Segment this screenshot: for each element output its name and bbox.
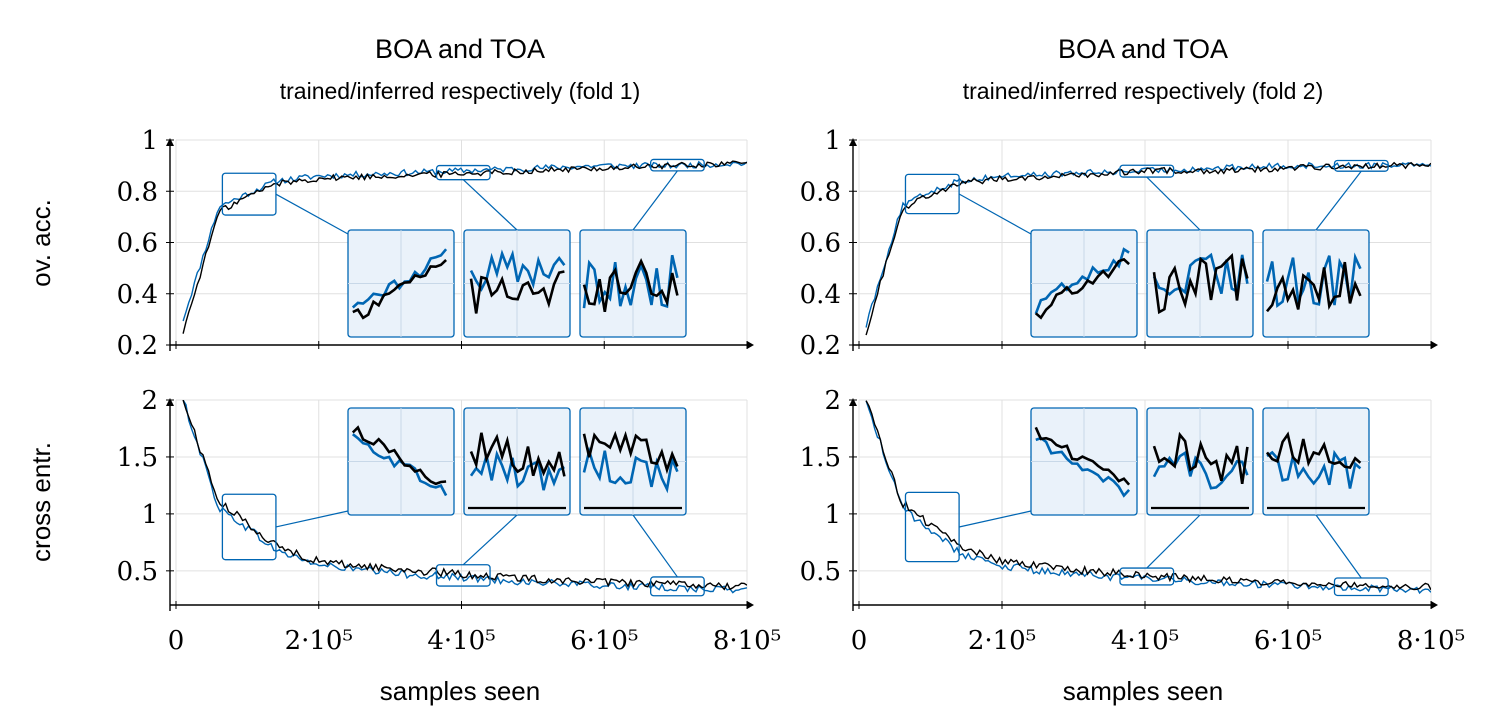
zoom-connector — [275, 510, 349, 528]
x-tick-label: 6·10⁵ — [570, 626, 638, 656]
zoom-connector — [1315, 514, 1362, 579]
y-tick-label: 2 — [141, 386, 158, 416]
inset-series-line — [1266, 449, 1362, 489]
zoom-connector — [462, 514, 518, 566]
y-axis-arrow — [849, 398, 857, 406]
column-1-subtitle: trained/inferred respectively (fold 1) — [280, 78, 641, 104]
row-label-cross-entropy: cross entr. — [26, 442, 56, 562]
y-tick-label: 1 — [141, 126, 158, 156]
zoom-connector — [632, 170, 678, 231]
inset-series-line — [352, 259, 447, 320]
x-tick-label: 2·10⁵ — [968, 626, 1036, 656]
x-axis-label-col-2: samples seen — [1063, 676, 1223, 706]
inset-series-line — [351, 433, 448, 497]
y-tick-label: 0.8 — [800, 177, 841, 207]
zoom-connector — [1315, 170, 1362, 231]
y-tick-label: 0.6 — [117, 229, 158, 259]
y-tick-label: 1.5 — [800, 443, 841, 473]
zoom-box — [221, 172, 277, 216]
y-tick-label: 0.4 — [800, 280, 841, 310]
inset-series-line — [469, 432, 566, 477]
x-axis-arrow — [747, 341, 754, 349]
inset-series-line — [1034, 426, 1131, 486]
inset-series-line — [469, 270, 565, 314]
panel-fold2-cross-entropy: 0.5 1 1.5 2 0 2·10⁵ 4·10⁵ 6·10⁵ 8·10⁵ — [800, 386, 1466, 656]
x-tick-label: 0 — [168, 626, 185, 656]
inset-series-line — [351, 248, 448, 309]
inset-series-line — [582, 446, 679, 494]
zoom-box — [435, 564, 491, 587]
zoom-connector — [632, 514, 678, 578]
inset-series-line — [1035, 436, 1131, 498]
panel-fold1-accuracy: 0.2 0.4 0.6 0.8 1 — [117, 126, 754, 361]
series-line — [865, 400, 1431, 591]
x-tick-label: 2·10⁵ — [285, 626, 353, 656]
inset-series-line — [1152, 253, 1249, 315]
inset-series-line — [582, 254, 679, 309]
x-tick-label: 0 — [851, 626, 868, 656]
y-tick-label: 0.8 — [117, 177, 158, 207]
inset-series-line — [1034, 257, 1130, 320]
panel-fold1-cross-entropy: 0.5 1 1.5 2 0 2·10⁵ 4·10⁵ 6·10⁵ 8·10⁵ — [117, 386, 782, 656]
zoom-box — [649, 576, 705, 597]
x-tick-label: 8·10⁵ — [1397, 626, 1465, 656]
x-axis-arrow — [1431, 341, 1438, 349]
y-tick-label: 0.5 — [800, 557, 841, 587]
y-tick-label: 0.2 — [800, 331, 841, 361]
row-label-accuracy: ov. acc. — [26, 199, 56, 287]
series-line — [182, 160, 747, 334]
zoom-connector — [958, 193, 1032, 235]
y-tick-label: 1 — [141, 500, 158, 530]
y-tick-label: 2 — [824, 386, 841, 416]
x-tick-label: 8·10⁵ — [713, 626, 781, 656]
column-2-subtitle: trained/inferred respectively (fold 2) — [963, 78, 1324, 104]
zoom-connector — [958, 510, 1032, 528]
inset-series-line — [351, 425, 447, 486]
y-tick-label: 1 — [824, 500, 841, 530]
zoom-box — [1333, 577, 1389, 597]
y-tick-label: 0.6 — [800, 229, 841, 259]
x-tick-label: 4·10⁵ — [427, 626, 495, 656]
x-axis-arrow — [747, 601, 754, 609]
y-axis-arrow — [166, 138, 174, 146]
series-line — [865, 400, 1431, 595]
inset-series-line — [582, 258, 679, 313]
inset-series-line — [1265, 431, 1362, 470]
x-tick-label: 6·10⁵ — [1254, 626, 1322, 656]
inset-series-line — [1152, 450, 1249, 490]
y-tick-label: 0.4 — [117, 280, 158, 310]
y-tick-label: 1.5 — [117, 443, 158, 473]
inset-series-line — [582, 430, 679, 475]
zoom-box — [904, 491, 960, 563]
inset-series-line — [1265, 261, 1362, 313]
column-2-title: BOA and TOA — [1058, 34, 1228, 64]
series-line — [865, 161, 1431, 336]
inset-series-line — [1034, 247, 1130, 315]
y-tick-label: 0.5 — [117, 557, 158, 587]
zoom-connector — [1146, 514, 1201, 569]
zoom-connector — [462, 179, 518, 231]
y-tick-label: 1 — [824, 126, 841, 156]
x-axis-label-col-1: samples seen — [380, 676, 540, 706]
zoom-connector — [1146, 176, 1201, 231]
panel-fold2-accuracy: 0.2 0.4 0.6 0.8 1 — [800, 126, 1438, 361]
y-axis-arrow — [849, 138, 857, 146]
inset-series-line — [1152, 431, 1249, 484]
y-axis-arrow — [166, 398, 174, 406]
x-axis-arrow — [1431, 601, 1438, 609]
y-tick-label: 0.2 — [117, 331, 158, 361]
x-tick-label: 4·10⁵ — [1111, 626, 1179, 656]
series-line — [182, 400, 747, 591]
column-1-title: BOA and TOA — [375, 34, 545, 64]
zoom-connector — [275, 193, 349, 235]
